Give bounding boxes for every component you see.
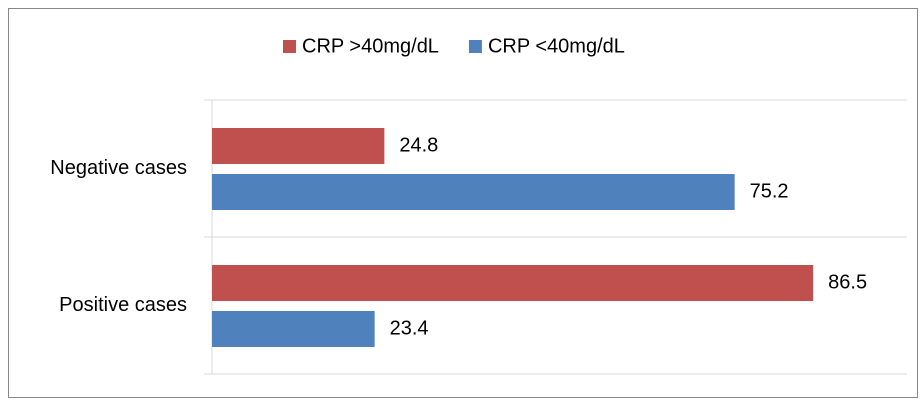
legend-swatch	[283, 40, 296, 53]
legend-label: CRP >40mg/dL	[302, 35, 439, 57]
bar	[212, 128, 385, 164]
bar	[212, 174, 735, 210]
bar	[212, 311, 375, 347]
bar	[212, 265, 814, 301]
data-label: 23.4	[390, 317, 429, 339]
data-label: 86.5	[828, 271, 867, 293]
y-tick-label: Positive cases	[59, 294, 187, 316]
legend-label: CRP <40mg/dL	[488, 35, 625, 57]
legend-swatch	[468, 40, 482, 53]
data-label: 24.8	[399, 134, 438, 156]
y-tick-label: Negative cases	[50, 157, 187, 179]
data-label: 75.2	[750, 180, 789, 202]
